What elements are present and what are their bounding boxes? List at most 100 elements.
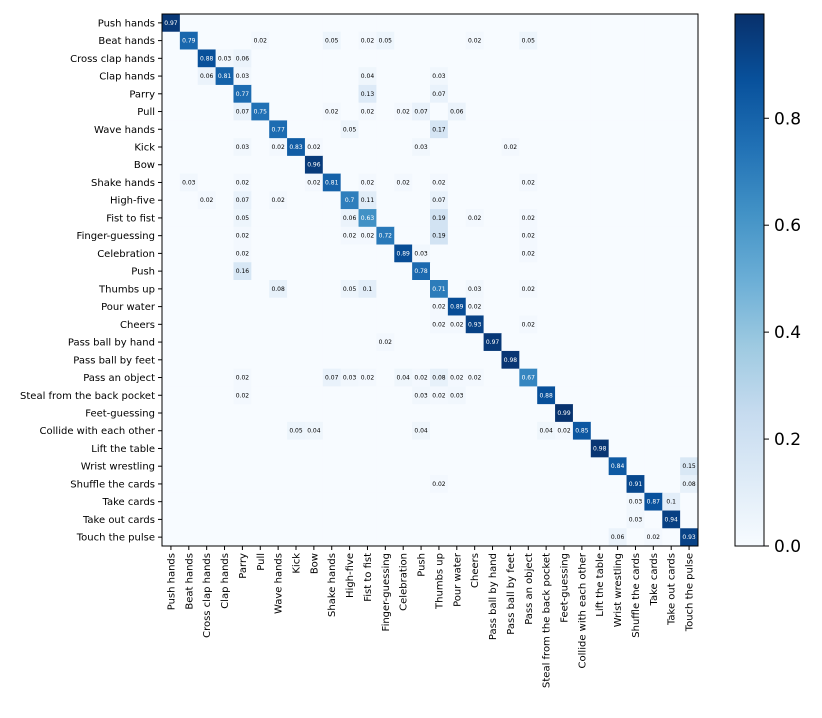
heatmap-cell: [269, 280, 288, 299]
heatmap-cell: [340, 31, 359, 50]
heatmap-cell: [233, 475, 252, 494]
heatmap-cell: [376, 209, 395, 228]
heatmap-cell: [537, 492, 556, 511]
heatmap-cell: [662, 102, 681, 121]
cell-value-label: 0.02: [450, 321, 464, 328]
cell-value-label: 0.03: [236, 73, 250, 80]
heatmap-cell: [287, 404, 306, 423]
cell-value-label: 0.15: [682, 463, 696, 470]
heatmap-cell: [447, 209, 467, 228]
heatmap-cell: [662, 138, 681, 157]
heatmap-cell: [680, 421, 699, 440]
x-tick-label: Finger-guessing: [381, 553, 392, 631]
heatmap-cell: [233, 421, 252, 440]
heatmap-cell: [162, 244, 181, 263]
heatmap-cell: [251, 297, 270, 316]
heatmap-cell: [197, 528, 216, 547]
heatmap-cell: [269, 209, 288, 228]
heatmap-cell: [394, 191, 413, 210]
heatmap-cell: [680, 102, 699, 121]
heatmap-cell: [537, 439, 556, 458]
x-tick-label: Celebration: [399, 553, 410, 611]
heatmap-cell: [287, 14, 306, 33]
heatmap-cell: [447, 226, 467, 245]
heatmap-cell: [340, 528, 359, 547]
cell-value-label: 0.02: [361, 38, 375, 45]
heatmap-cell: [179, 173, 199, 192]
heatmap-cell: [483, 84, 502, 104]
cell-value-label: 0.17: [432, 126, 446, 133]
heatmap-cell: [626, 297, 645, 316]
cell-value-label: 0.03: [450, 392, 464, 399]
heatmap-cell: [162, 368, 181, 387]
heatmap-cell: [376, 404, 395, 423]
cell-value-label: 0.07: [432, 91, 446, 98]
heatmap-cell: [162, 226, 181, 245]
heatmap-cell: [269, 262, 288, 281]
y-tick-label: Take out cards: [82, 515, 155, 526]
heatmap-cell: [251, 226, 270, 245]
heatmap-cell: [501, 138, 520, 157]
heatmap-cell: [304, 528, 324, 547]
heatmap-cell: [590, 368, 610, 387]
heatmap-cell: [251, 31, 270, 50]
heatmap-cell: [501, 84, 520, 104]
heatmap-cell: [483, 31, 502, 50]
heatmap-cell: [287, 226, 306, 245]
heatmap-cell: [572, 404, 592, 423]
heatmap-cell: [430, 439, 449, 458]
heatmap-cell: [555, 262, 574, 281]
heatmap-cell: [608, 510, 627, 529]
heatmap-cell: [465, 386, 484, 405]
heatmap-cell: [680, 510, 699, 529]
heatmap-cell: [465, 14, 484, 33]
heatmap-cell: [590, 333, 610, 352]
heatmap-cell: [412, 120, 431, 139]
heatmap-cell: [394, 155, 413, 174]
heatmap-cell: [197, 138, 216, 157]
cell-value-label: 0.03: [414, 144, 428, 151]
heatmap-cell: [269, 173, 288, 192]
heatmap-cell: [465, 475, 484, 494]
heatmap-cell: [572, 155, 592, 174]
heatmap-cell: [519, 14, 538, 33]
heatmap-cell: [644, 421, 663, 440]
heatmap-cell: [537, 226, 556, 245]
heatmap-cell: [358, 439, 377, 458]
heatmap-cell: [465, 350, 484, 370]
cell-value-label: 0.93: [468, 321, 482, 328]
heatmap-cell: [465, 510, 484, 529]
heatmap-cell: [519, 173, 538, 192]
heatmap-cell: [233, 102, 252, 121]
heatmap-cell: [233, 492, 252, 511]
heatmap-cell: [197, 226, 216, 245]
heatmap-cell: [358, 333, 377, 352]
heatmap-cell: [662, 528, 681, 547]
heatmap-cell: [322, 138, 342, 157]
heatmap-cell: [555, 155, 574, 174]
heatmap-cell: [304, 457, 324, 476]
cell-value-label: 0.03: [629, 499, 643, 506]
heatmap-cell: [269, 102, 288, 121]
cell-value-label: 0.02: [522, 286, 536, 293]
heatmap-cell: [197, 280, 216, 299]
heatmap-cell: [608, 439, 627, 458]
heatmap-cell: [465, 297, 484, 316]
cell-value-label: 0.02: [522, 250, 536, 257]
heatmap-cell: [680, 67, 699, 86]
heatmap-cell: [519, 155, 538, 174]
heatmap-cell: [680, 155, 699, 174]
heatmap-cell: [412, 386, 431, 405]
heatmap-cell: [644, 209, 663, 228]
heatmap-cell: [626, 386, 645, 405]
cell-value-label: 0.77: [236, 91, 250, 98]
heatmap-cell: [197, 173, 216, 192]
heatmap-cell: [537, 244, 556, 263]
heatmap-cell: [162, 297, 181, 316]
heatmap-cell: [555, 528, 574, 547]
cell-value-label: 0.88: [539, 392, 553, 399]
heatmap-cell: [447, 67, 467, 86]
cell-value-label: 0.96: [307, 162, 321, 169]
cell-value-label: 0.04: [414, 428, 428, 435]
y-tick-label: Wave hands: [94, 125, 155, 136]
